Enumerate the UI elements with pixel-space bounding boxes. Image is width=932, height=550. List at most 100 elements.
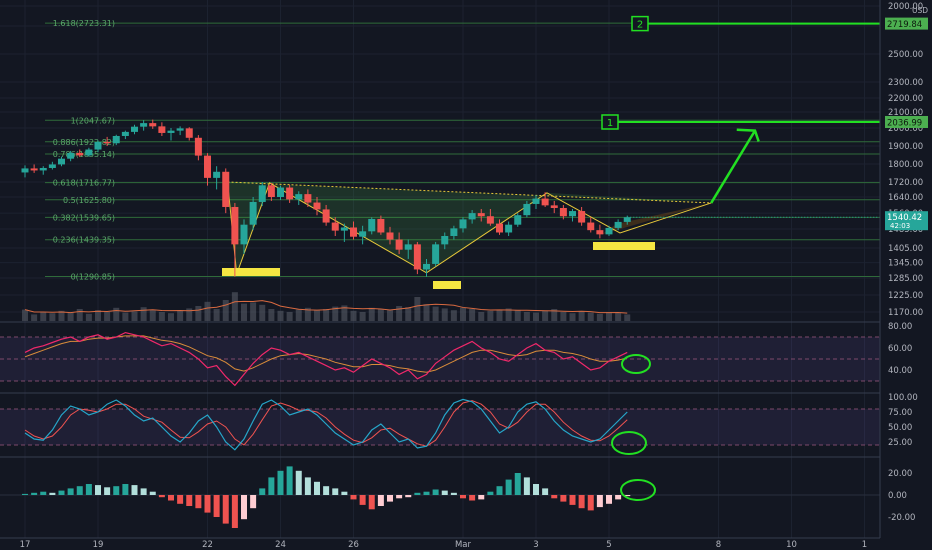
candle-body bbox=[231, 206, 239, 245]
volume-bar bbox=[40, 312, 47, 321]
candle-body bbox=[514, 215, 522, 225]
macd-pane bbox=[0, 466, 880, 528]
fib-level-label: 0.382(1539.65) bbox=[53, 213, 115, 222]
volume-bar bbox=[22, 309, 28, 321]
stoch-d-line bbox=[24, 400, 628, 447]
candle-body bbox=[149, 123, 157, 127]
macd-histogram-bar bbox=[359, 495, 366, 505]
macd-histogram-bar bbox=[177, 495, 184, 504]
candle-body bbox=[185, 128, 193, 138]
candle-body bbox=[240, 224, 248, 245]
volume-bar bbox=[569, 313, 576, 321]
candle-body bbox=[477, 213, 485, 217]
volume-bar bbox=[396, 306, 403, 321]
volume-bar bbox=[542, 310, 549, 321]
candle-body bbox=[140, 123, 148, 127]
volume-bars bbox=[22, 292, 631, 321]
fib-level-label: 0.786(1855.14) bbox=[53, 150, 115, 159]
macd-histogram-bar bbox=[277, 470, 284, 495]
macd-histogram-bar bbox=[377, 495, 384, 506]
macd-histogram-bar bbox=[286, 466, 293, 495]
candle-body bbox=[313, 202, 321, 210]
volume-bar bbox=[414, 297, 421, 321]
macd-histogram-bar bbox=[241, 495, 247, 520]
macd-histogram-bar bbox=[405, 495, 412, 498]
time-axis-tick-label: 24 bbox=[275, 540, 286, 550]
macd-histogram-bar bbox=[606, 495, 612, 504]
time-axis-tick-label: 3 bbox=[533, 540, 538, 550]
target-1-price-tag-bg bbox=[885, 115, 928, 128]
candle-body bbox=[112, 135, 120, 144]
candle-body bbox=[277, 187, 284, 197]
volume-bar bbox=[213, 309, 220, 321]
volume-bar bbox=[596, 313, 603, 321]
candle-body bbox=[94, 141, 102, 150]
target-1-price-tag: 2036.99 bbox=[887, 118, 922, 128]
price-axis-background bbox=[880, 0, 932, 550]
volume-bar bbox=[259, 304, 266, 321]
candle-body bbox=[249, 201, 257, 225]
macd-histogram-bar bbox=[587, 495, 594, 511]
volume-bar bbox=[186, 308, 193, 321]
macd-histogram-bar bbox=[213, 495, 220, 517]
macd-histogram-bar bbox=[268, 477, 275, 495]
macd-histogram-bar bbox=[76, 486, 83, 495]
volume-bar bbox=[113, 307, 120, 321]
volume-bar bbox=[578, 311, 585, 321]
volume-bar bbox=[31, 314, 38, 321]
candle-body bbox=[131, 126, 138, 132]
macd-histogram-bar bbox=[40, 491, 47, 495]
right-shoulder-fill bbox=[601, 202, 712, 235]
price-axis-tick-label: 2000.00 bbox=[888, 2, 923, 12]
candle-body bbox=[459, 219, 467, 229]
price-axis-tick-label: 1720.00 bbox=[888, 178, 923, 188]
time-axis-tick-label: Mar bbox=[455, 540, 472, 550]
rsi-signal-line bbox=[24, 335, 628, 373]
fib-level-label: 0.236(1439.35) bbox=[53, 236, 115, 245]
volume-bar bbox=[460, 307, 466, 321]
macd-histogram-bar bbox=[158, 495, 165, 498]
volume-bar bbox=[304, 307, 311, 321]
volume-bar bbox=[49, 313, 56, 321]
candle-body bbox=[569, 211, 576, 217]
countdown-tag: 42:03 bbox=[890, 222, 910, 230]
volume-bar bbox=[478, 312, 485, 321]
candle-body bbox=[213, 171, 221, 178]
price-axis-tick-label: 1640.00 bbox=[888, 193, 923, 203]
macd-axis-tick-label: -20.00 bbox=[888, 513, 915, 523]
candlestick-series[interactable] bbox=[21, 119, 631, 277]
fib-level-label: 1.618(2723.31) bbox=[53, 19, 115, 28]
macd-histogram-bar bbox=[505, 479, 512, 495]
price-axis-tick-label: 2500.00 bbox=[888, 50, 923, 60]
candle-body bbox=[258, 185, 266, 202]
time-axis-tick-label: 26 bbox=[348, 540, 359, 550]
macd-histogram-bar bbox=[149, 491, 156, 495]
volume-bar bbox=[350, 310, 357, 321]
candle-body bbox=[413, 244, 421, 270]
macd-histogram-bar bbox=[341, 491, 348, 495]
candle-body bbox=[395, 239, 403, 250]
rsi-axis-tick-label: 40.00 bbox=[888, 366, 912, 376]
right-shoulder-label bbox=[593, 242, 655, 250]
left-shoulder-label bbox=[222, 268, 280, 276]
volume-bar bbox=[387, 310, 393, 321]
target-2-price-tag-bg bbox=[885, 17, 928, 30]
candle-body bbox=[550, 205, 558, 208]
candle-body bbox=[404, 244, 412, 250]
volume-bar bbox=[432, 306, 439, 321]
volume-bar bbox=[441, 308, 448, 321]
volume-bar bbox=[168, 313, 174, 321]
macd-histogram-bar bbox=[533, 484, 539, 495]
volume-bar bbox=[286, 312, 293, 321]
volume-bar bbox=[323, 309, 330, 321]
macd-histogram-bar bbox=[368, 495, 375, 510]
stoch-highlight-circle bbox=[611, 431, 647, 455]
volume-bar bbox=[469, 309, 476, 321]
candle-body bbox=[350, 227, 357, 237]
macd-histogram-bar bbox=[104, 487, 111, 495]
volume-bar bbox=[104, 312, 111, 321]
macd-histogram-bar bbox=[542, 488, 549, 495]
volume-bar bbox=[332, 306, 339, 321]
macd-histogram-bar bbox=[514, 473, 521, 495]
